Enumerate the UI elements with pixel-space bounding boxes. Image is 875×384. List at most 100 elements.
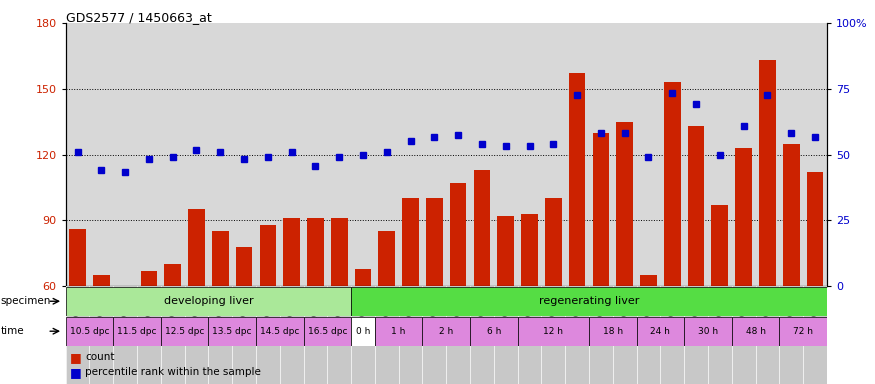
- Bar: [522, 214, 538, 286]
- Bar: [351, 317, 374, 346]
- Text: GSM161122: GSM161122: [691, 291, 701, 337]
- Text: ■: ■: [70, 351, 81, 364]
- Bar: [141, 271, 158, 286]
- Text: 12 h: 12 h: [543, 327, 564, 336]
- Text: GSM161133: GSM161133: [192, 291, 201, 338]
- Text: GSM161130: GSM161130: [121, 291, 130, 338]
- Text: GSM161108: GSM161108: [359, 291, 368, 337]
- Text: GSM161124: GSM161124: [739, 291, 748, 337]
- Text: GSM161114: GSM161114: [501, 291, 510, 337]
- Text: GSM161129: GSM161129: [97, 291, 106, 337]
- Text: GDS2577 / 1450663_at: GDS2577 / 1450663_at: [66, 12, 212, 25]
- Text: ■: ■: [70, 366, 81, 379]
- Text: 0 h: 0 h: [356, 327, 370, 336]
- Bar: [807, 172, 823, 286]
- Text: GSM161125: GSM161125: [763, 291, 772, 337]
- Text: GSM161134: GSM161134: [216, 291, 225, 338]
- Bar: [473, 170, 490, 286]
- Bar: [637, 317, 684, 346]
- Text: 18 h: 18 h: [603, 327, 623, 336]
- Bar: [450, 183, 466, 286]
- Bar: [688, 126, 704, 286]
- Text: 11.5 dpc: 11.5 dpc: [117, 327, 157, 336]
- Text: GSM161117: GSM161117: [572, 291, 582, 337]
- Bar: [284, 218, 300, 286]
- Text: count: count: [85, 352, 115, 362]
- Bar: [684, 317, 732, 346]
- Bar: [711, 205, 728, 286]
- Bar: [664, 82, 681, 286]
- Text: GSM161119: GSM161119: [620, 291, 629, 337]
- Text: regenerating liver: regenerating liver: [539, 296, 639, 306]
- Bar: [235, 247, 252, 286]
- Text: GSM161138: GSM161138: [311, 291, 320, 337]
- Text: GSM161112: GSM161112: [453, 291, 463, 337]
- Bar: [569, 73, 585, 286]
- Bar: [545, 199, 562, 286]
- Bar: [304, 317, 351, 346]
- Text: GSM161123: GSM161123: [716, 291, 724, 337]
- Bar: [732, 317, 780, 346]
- Text: GSM161110: GSM161110: [406, 291, 415, 337]
- Text: 2 h: 2 h: [439, 327, 453, 336]
- Text: GSM161121: GSM161121: [668, 291, 676, 337]
- Text: GSM161131: GSM161131: [144, 291, 153, 337]
- Text: 72 h: 72 h: [793, 327, 813, 336]
- Text: 30 h: 30 h: [698, 327, 718, 336]
- Text: specimen: specimen: [1, 296, 52, 306]
- Bar: [354, 268, 371, 286]
- Text: GSM161136: GSM161136: [263, 291, 272, 338]
- Bar: [69, 229, 86, 286]
- Bar: [470, 317, 518, 346]
- Text: 24 h: 24 h: [650, 327, 670, 336]
- Bar: [208, 317, 256, 346]
- Bar: [212, 231, 228, 286]
- Bar: [497, 216, 514, 286]
- Text: GSM161111: GSM161111: [430, 291, 439, 337]
- Text: GSM161127: GSM161127: [810, 291, 820, 337]
- Text: developing liver: developing liver: [164, 296, 253, 306]
- Bar: [161, 317, 208, 346]
- Bar: [423, 317, 470, 346]
- Bar: [164, 264, 181, 286]
- Bar: [589, 317, 637, 346]
- Text: 48 h: 48 h: [746, 327, 766, 336]
- Text: percentile rank within the sample: percentile rank within the sample: [85, 367, 261, 377]
- Bar: [402, 199, 419, 286]
- Bar: [780, 317, 827, 346]
- Text: GSM161115: GSM161115: [525, 291, 534, 337]
- Text: GSM161128: GSM161128: [73, 291, 82, 337]
- Text: GSM161137: GSM161137: [287, 291, 296, 338]
- Bar: [518, 317, 589, 346]
- Text: 6 h: 6 h: [487, 327, 501, 336]
- Bar: [66, 317, 113, 346]
- Bar: [260, 225, 276, 286]
- Text: 12.5 dpc: 12.5 dpc: [164, 327, 204, 336]
- Bar: [188, 209, 205, 286]
- Text: GSM161116: GSM161116: [549, 291, 557, 337]
- Bar: [426, 199, 443, 286]
- Text: 13.5 dpc: 13.5 dpc: [213, 327, 252, 336]
- Bar: [783, 144, 800, 286]
- Text: GSM161139: GSM161139: [335, 291, 344, 338]
- Text: GSM161126: GSM161126: [787, 291, 795, 337]
- Text: 1 h: 1 h: [391, 327, 406, 336]
- Bar: [592, 132, 609, 286]
- Bar: [640, 275, 657, 286]
- Bar: [93, 275, 109, 286]
- Bar: [113, 317, 161, 346]
- Bar: [256, 317, 304, 346]
- Bar: [307, 218, 324, 286]
- Text: GSM161120: GSM161120: [644, 291, 653, 337]
- Text: 16.5 dpc: 16.5 dpc: [307, 327, 347, 336]
- Text: GSM161132: GSM161132: [168, 291, 177, 337]
- Text: GSM161113: GSM161113: [478, 291, 487, 337]
- Text: GSM161118: GSM161118: [597, 291, 605, 337]
- Bar: [331, 218, 347, 286]
- Bar: [379, 231, 396, 286]
- Text: GSM161135: GSM161135: [240, 291, 248, 338]
- Text: GSM161109: GSM161109: [382, 291, 391, 338]
- Bar: [616, 122, 633, 286]
- Bar: [351, 287, 827, 316]
- Text: 14.5 dpc: 14.5 dpc: [260, 327, 299, 336]
